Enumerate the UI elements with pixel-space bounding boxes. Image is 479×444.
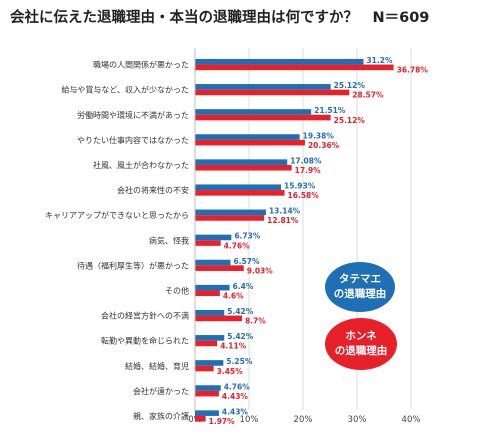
category-label: その他 bbox=[165, 285, 189, 295]
category-label: 待遇（福利厚生等）が悪かった bbox=[77, 260, 189, 270]
category-label: 社風、風土が合わなかった bbox=[93, 160, 189, 170]
data-label-tatemae: 25.12% bbox=[334, 81, 366, 90]
bar-tatemae bbox=[195, 234, 232, 241]
bar-tatemae bbox=[195, 335, 225, 341]
category-label: 給与や賞与など、収入が少なかった bbox=[61, 85, 189, 95]
bar-honne bbox=[195, 89, 350, 96]
data-label-honne: 16.58% bbox=[288, 191, 320, 200]
bar-honne bbox=[195, 190, 285, 196]
x-tick-label: 20% bbox=[294, 415, 313, 425]
x-tick-label: 40% bbox=[402, 415, 421, 425]
bar-honne bbox=[195, 164, 292, 171]
data-label-tatemae: 19.38% bbox=[303, 131, 335, 140]
data-label-honne: 17.9% bbox=[295, 166, 322, 175]
category-label: 労働時間や環境に不満があった bbox=[77, 110, 189, 120]
data-label-honne: 4.43% bbox=[222, 392, 249, 401]
data-label-honne: 3.45% bbox=[217, 367, 244, 376]
category-label: 会社の経営方針への不満 bbox=[101, 311, 189, 321]
chart-title: 会社に伝えた退職理由・本当の退職理由は何ですか？ N＝609 bbox=[10, 10, 430, 26]
data-label-honne: 4.11% bbox=[220, 342, 247, 351]
category-label: 親、家族の介護 bbox=[133, 411, 189, 421]
bar-tatemae bbox=[195, 309, 225, 316]
data-label-tatemae: 4.76% bbox=[224, 382, 251, 391]
category-label: 病気、怪我 bbox=[149, 235, 189, 245]
data-label-tatemae: 15.93% bbox=[284, 181, 316, 190]
bar-honne bbox=[195, 64, 394, 71]
legend-honne-line1: ホンネ bbox=[345, 330, 377, 342]
legend-tatemae-line2: の退職理由 bbox=[333, 288, 387, 300]
bar-honne bbox=[195, 315, 242, 322]
bar-honne bbox=[195, 240, 221, 246]
legend-tatemae-line1: タテマエ bbox=[339, 273, 381, 285]
category-label: やりたい仕事内容ではなかった bbox=[77, 135, 189, 145]
data-label-tatemae: 17.08% bbox=[290, 156, 322, 165]
data-label-tatemae: 5.42% bbox=[227, 307, 254, 316]
bar-honne bbox=[195, 365, 214, 372]
bar-tatemae bbox=[195, 184, 282, 191]
category-label: 職場の人間関係が悪かった bbox=[93, 60, 189, 70]
data-label-honne: 4.76% bbox=[224, 241, 251, 250]
data-label-tatemae: 6.57% bbox=[233, 257, 260, 266]
data-label-tatemae: 5.42% bbox=[227, 332, 254, 341]
bar-tatemae bbox=[195, 84, 331, 90]
legend-badge-tatemae: タテマエ の退職理由 bbox=[325, 262, 395, 312]
bar-tatemae bbox=[195, 360, 224, 366]
bar-honne bbox=[195, 415, 206, 422]
data-label-honne: 4.6% bbox=[223, 291, 244, 300]
data-label-tatemae: 6.4% bbox=[233, 282, 254, 291]
bar-tatemae bbox=[195, 410, 219, 416]
data-label-tatemae: 5.25% bbox=[226, 357, 253, 366]
data-label-tatemae: 21.51% bbox=[314, 106, 346, 115]
data-label-honne: 25.12% bbox=[334, 116, 366, 125]
category-label: キャリアアップができないと思ったから bbox=[45, 210, 189, 220]
bar-tatemae bbox=[195, 109, 312, 115]
bar-tatemae bbox=[195, 385, 221, 391]
legend-badge-honne: ホンネ の退職理由 bbox=[325, 318, 397, 370]
bar-honne bbox=[195, 114, 331, 121]
bar-honne bbox=[195, 265, 244, 271]
data-label-tatemae: 4.43% bbox=[222, 407, 249, 416]
bar-tatemae bbox=[195, 134, 300, 140]
category-label: 会社の将来性の不安 bbox=[117, 185, 189, 195]
category-label: 転勤や異動を命じられた bbox=[101, 336, 189, 346]
bar-tatemae bbox=[195, 259, 231, 266]
bar-honne bbox=[195, 215, 265, 221]
data-label-tatemae: 13.14% bbox=[269, 207, 301, 216]
legend-honne-line2: の退職理由 bbox=[334, 345, 388, 357]
data-label-honne: 1.97% bbox=[209, 417, 236, 426]
x-tick-label: 10% bbox=[240, 415, 259, 425]
bar-tatemae bbox=[195, 284, 230, 291]
data-label-honne: 9.03% bbox=[247, 266, 274, 275]
bar-honne bbox=[195, 390, 219, 397]
data-label-tatemae: 31.2% bbox=[366, 56, 393, 65]
x-tick-label: 30% bbox=[348, 415, 367, 425]
bar-tatemae bbox=[195, 209, 266, 216]
bar-tatemae bbox=[195, 159, 288, 165]
data-label-honne: 20.36% bbox=[308, 141, 340, 150]
data-label-honne: 36.78% bbox=[397, 66, 429, 75]
bar-honne bbox=[195, 290, 220, 297]
bar-tatemae bbox=[195, 58, 364, 65]
data-label-honne: 28.57% bbox=[352, 91, 384, 100]
data-label-tatemae: 6.73% bbox=[234, 232, 261, 241]
data-label-honne: 12.81% bbox=[267, 216, 299, 225]
data-label-honne: 8.7% bbox=[245, 317, 266, 326]
category-label: 結婚、結婚、育児 bbox=[125, 361, 189, 371]
bar-honne bbox=[195, 340, 218, 347]
bar-honne bbox=[195, 139, 305, 146]
category-label: 会社が遠かった bbox=[133, 386, 189, 396]
